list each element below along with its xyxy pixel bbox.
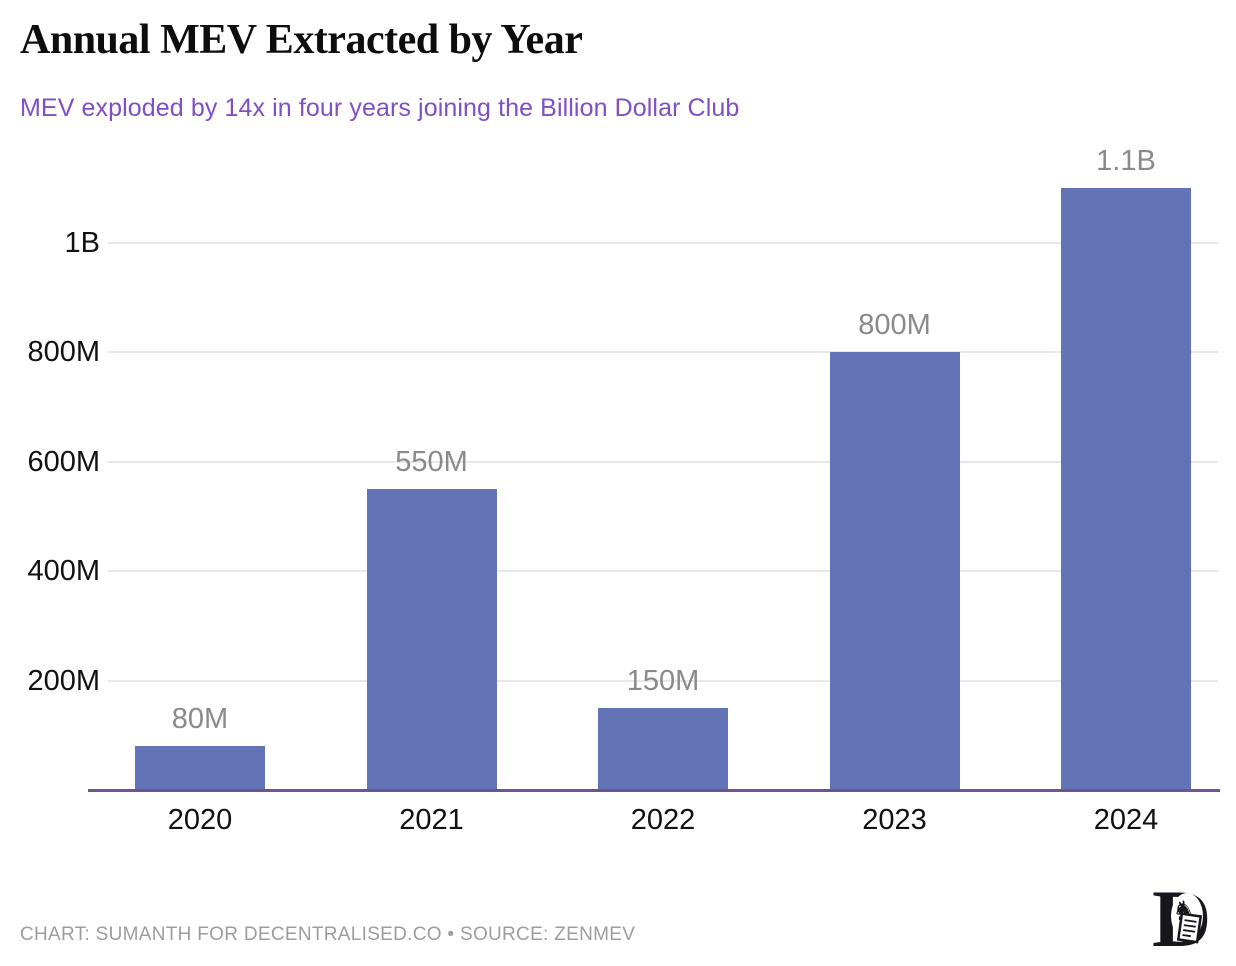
x-axis-tick-label: 2024: [1093, 804, 1159, 836]
y-axis-tick-label: 200M: [27, 664, 100, 697]
y-axis-tick-label: 600M: [27, 445, 100, 478]
decentralised-logo: D ♞: [1150, 873, 1224, 964]
bar-value-label: 550M: [395, 446, 468, 479]
bar-value-label: 80M: [171, 703, 229, 736]
bar-2024: [1061, 188, 1191, 790]
y-axis-tick-label: 400M: [27, 555, 100, 588]
y-gridline: [108, 570, 1218, 573]
x-axis-tick-label: 2021: [399, 804, 464, 836]
x-axis-tick-label: 2020: [167, 804, 233, 836]
chart-title: Annual MEV Extracted by Year: [20, 17, 583, 63]
y-gridline: [108, 351, 1218, 354]
x-axis-tick-label: 2023: [862, 804, 927, 836]
bar-value-label: 150M: [626, 664, 700, 697]
y-gridline: [108, 679, 1218, 682]
decentralised-logo-icon: D ♞: [1152, 873, 1211, 964]
chart-subtitle: MEV exploded by 14x in four years joinin…: [20, 94, 740, 122]
bar-2023: [829, 352, 960, 790]
bar-2021: [366, 489, 497, 790]
bar-2020: [135, 746, 265, 790]
y-axis-tick-label: 800M: [27, 336, 100, 369]
y-gridline: [108, 242, 1218, 244]
bar-value-label: 1.1B: [1096, 145, 1156, 178]
bar-value-label: 800M: [858, 309, 931, 342]
y-axis-tick-label: 1B: [64, 227, 100, 259]
x-axis-tick-label: 2022: [630, 804, 696, 836]
y-gridline: [108, 460, 1218, 463]
bar-2022: [598, 707, 728, 790]
chart-credit: CHART: SUMANTH FOR DECENTRALISED.CO • SO…: [20, 924, 636, 945]
x-axis-line: [88, 788, 1220, 792]
